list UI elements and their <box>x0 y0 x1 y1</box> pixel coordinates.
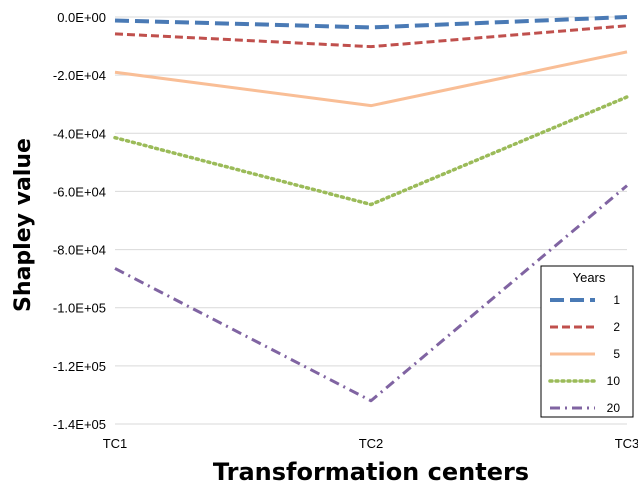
x-tick-label: TC2 <box>359 436 384 451</box>
x-tick-label: TC1 <box>103 436 128 451</box>
series-line-2 <box>114 24 628 49</box>
series-line-10 <box>113 95 629 207</box>
legend-label: 10 <box>607 374 621 388</box>
y-tick-labels: 0.0E+00 -2.0E+04 -4.0E+04 -6.0E+04 -8.0E+04 -… <box>53 10 106 432</box>
series-line-1 <box>114 15 628 30</box>
series-line-5 <box>114 50 628 108</box>
y-tick-label: -1.2E+05 <box>53 359 106 374</box>
y-tick-label: 0.0E+00 <box>57 10 106 25</box>
y-tick-label: -4.0E+04 <box>53 126 106 141</box>
series-lines <box>113 15 629 403</box>
y-tick-label: -1.4E+05 <box>53 417 106 432</box>
y-axis-title: Shapley value <box>11 138 36 312</box>
gridlines <box>115 16 627 425</box>
legend-box <box>540 265 634 418</box>
legend-label: 20 <box>607 401 621 415</box>
legend-label: 1 <box>613 293 620 307</box>
y-tick-label: -8.0E+04 <box>53 243 106 258</box>
y-tick-label: -1.0E+05 <box>53 301 106 316</box>
y-tick-label: -2.0E+04 <box>53 68 106 83</box>
legend: Years 1 2 5 10 20 <box>540 265 634 418</box>
x-tick-label: TC3 <box>615 436 638 451</box>
x-axis-title: Transformation centers <box>213 458 529 486</box>
legend-items: 1 2 5 10 20 <box>548 293 621 415</box>
legend-title: Years <box>573 270 606 285</box>
series-line-20 <box>114 184 628 403</box>
y-tick-label: -6.0E+04 <box>53 184 106 199</box>
x-tick-labels: TC1 TC2 TC3 <box>103 436 638 451</box>
legend-label: 5 <box>613 347 620 361</box>
legend-label: 2 <box>613 320 620 334</box>
